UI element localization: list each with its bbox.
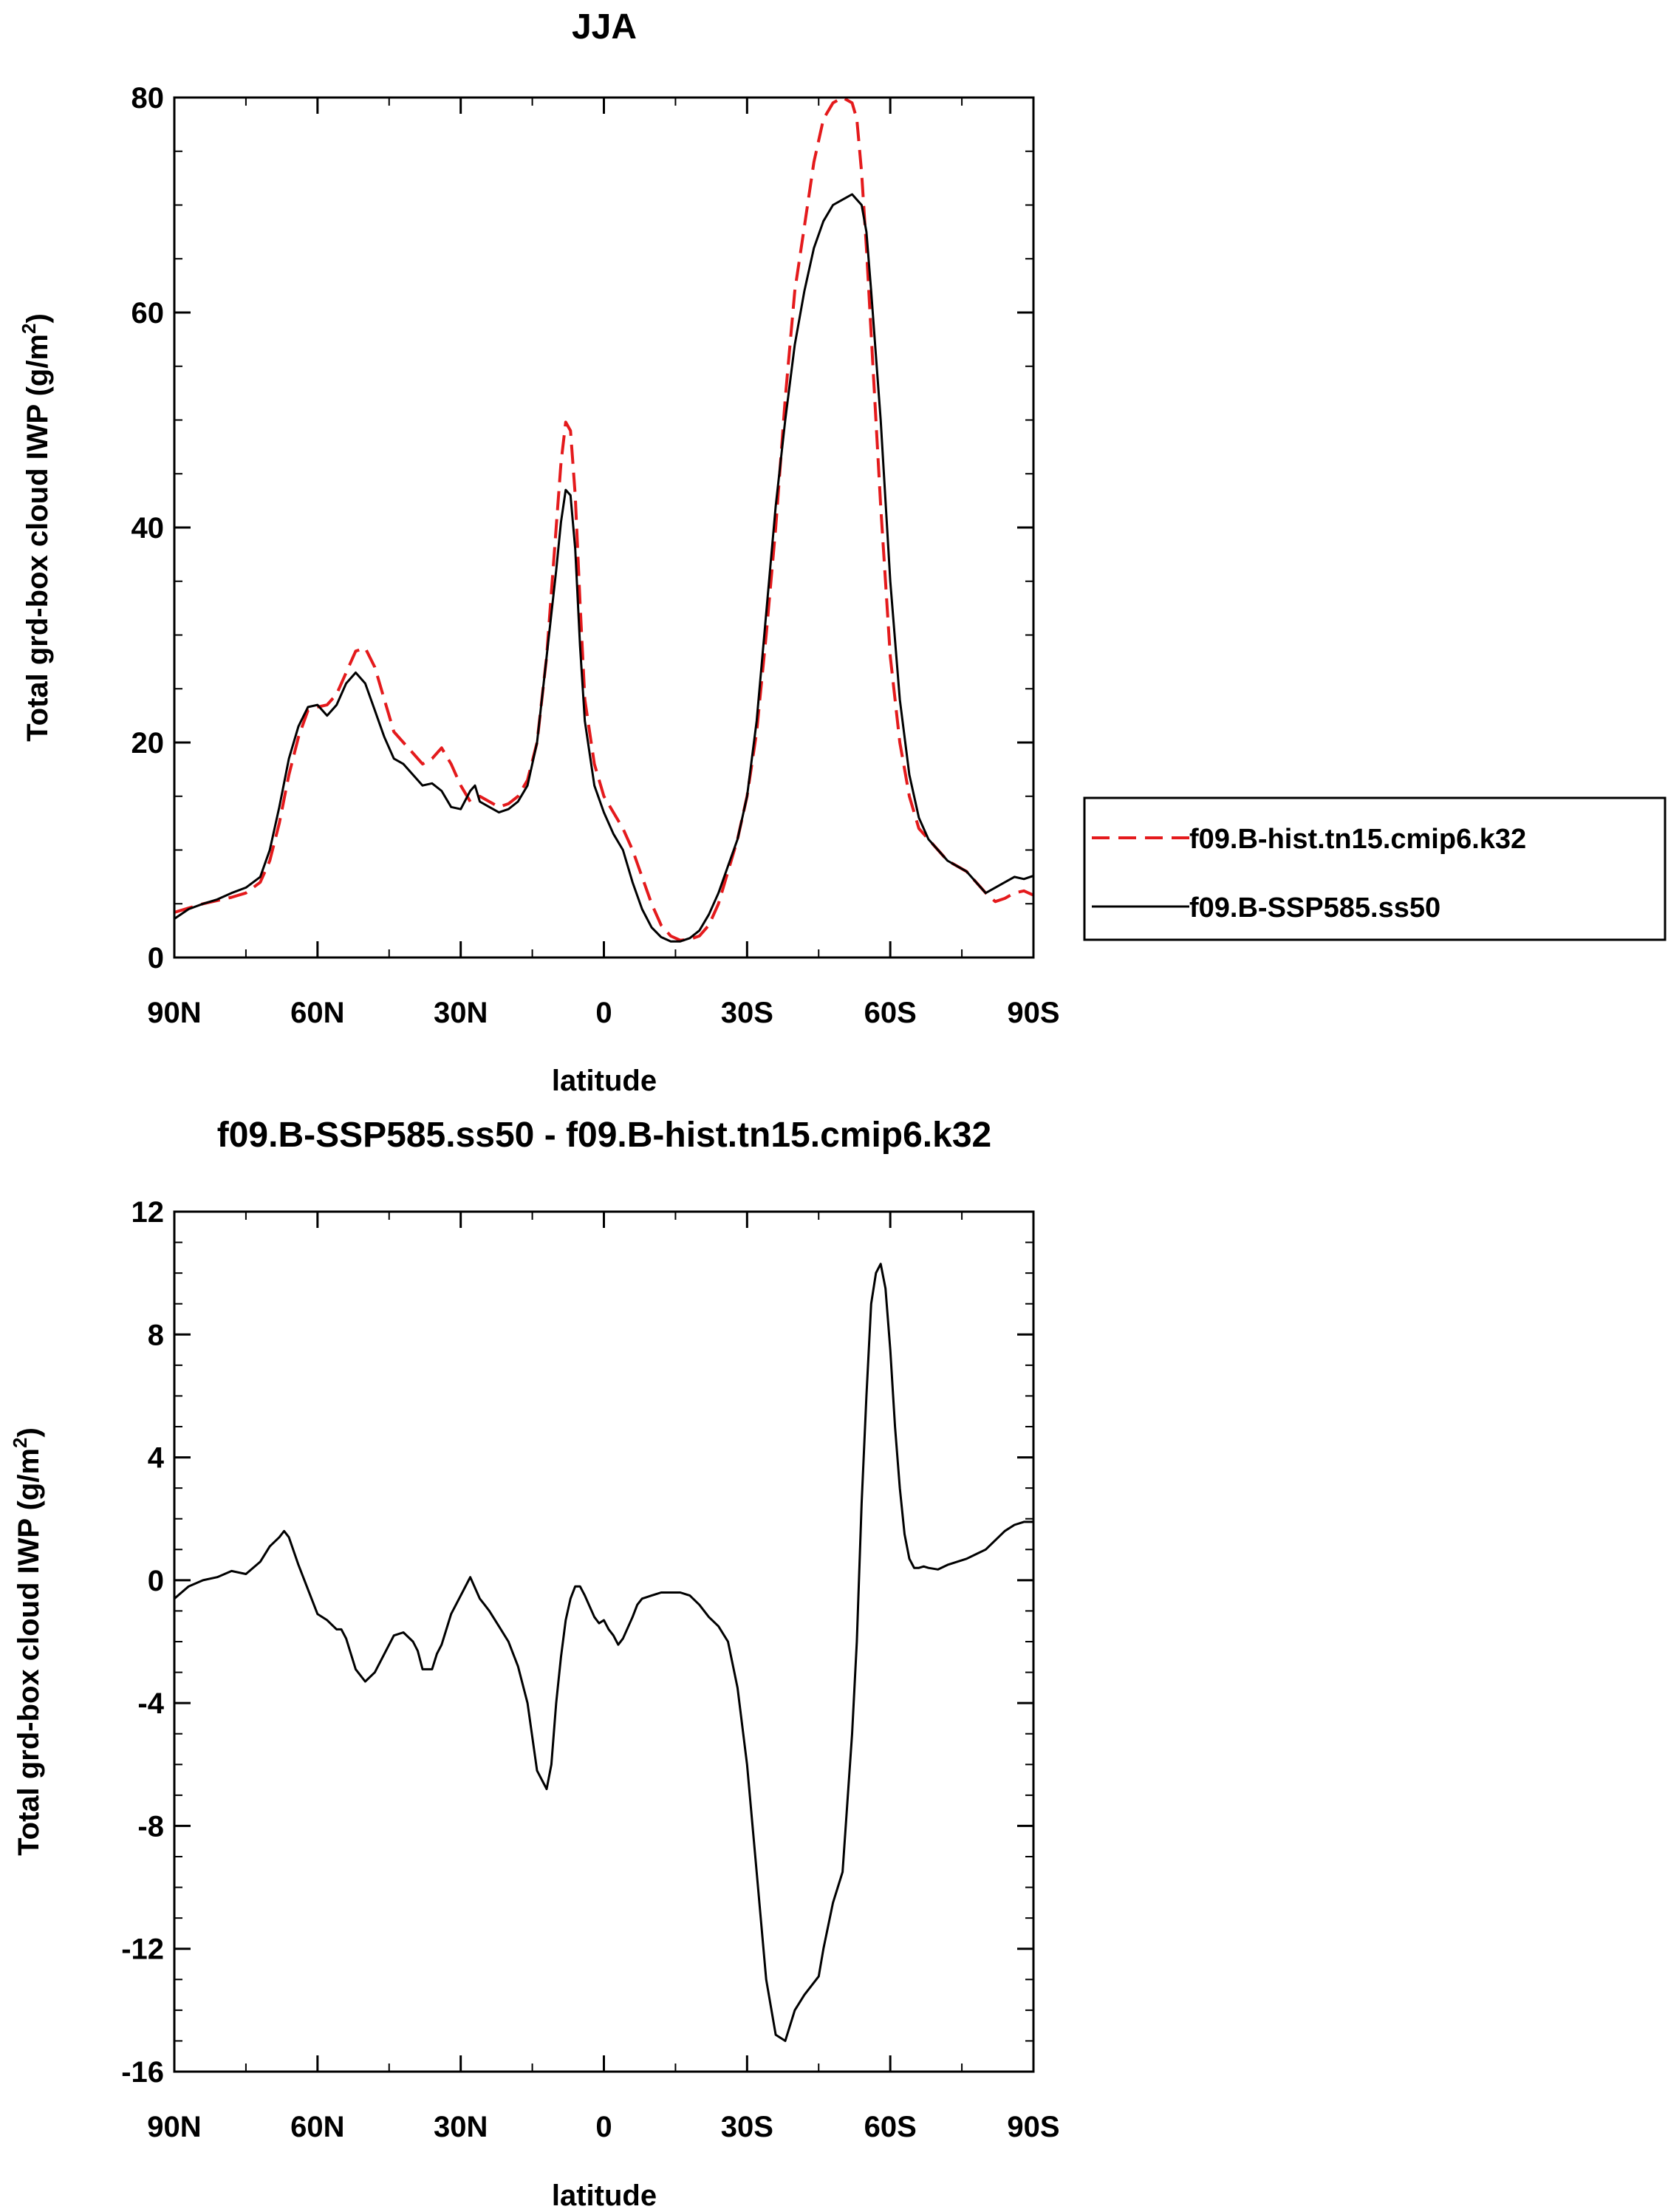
bot-series-line-0 bbox=[174, 1263, 1033, 2042]
bottom-y-axis-label: Total grd-box cloud IWP (g/m2) bbox=[9, 1427, 45, 1856]
top-x-axis-label: latitude bbox=[552, 1065, 657, 1097]
x-tick-label: 30S bbox=[721, 2111, 773, 2143]
top-y-axis-label: Total grd-box cloud IWP (g/m2) bbox=[18, 313, 54, 742]
top-series-layer bbox=[174, 96, 1034, 943]
bottom-plot-frame bbox=[173, 1210, 1035, 2073]
x-tick-label: 60S bbox=[864, 2111, 917, 2143]
bottom-y-tick-labels: -16 -12 -8 -4 0 4 8 12 bbox=[121, 1196, 165, 2089]
bottom-x-axis-label: latitude bbox=[552, 2179, 657, 2212]
bottom-chart-title: f09.B-SSP585.ss50 - f09.B-hist.tn15.cmip… bbox=[217, 1116, 991, 1155]
bottom-x-tick-labels: 90N 60N 30N 0 30S 60S 90S bbox=[147, 2111, 1059, 2143]
top-y-axis-label-close: ) bbox=[21, 313, 54, 323]
x-tick-label: 90S bbox=[1007, 2111, 1059, 2143]
y-tick-label: 0 bbox=[148, 942, 164, 974]
top-plot-frame bbox=[173, 96, 1035, 959]
x-tick-label: 30N bbox=[434, 2111, 488, 2143]
bottom-y-axis-label-main: Total grd-box cloud IWP (g/m bbox=[13, 1448, 45, 1856]
bottom-y-axis-label-close: ) bbox=[13, 1427, 45, 1437]
x-tick-label: 30S bbox=[721, 997, 773, 1029]
y-tick-label: 40 bbox=[131, 512, 165, 545]
bottom-series-layer bbox=[174, 1263, 1033, 2042]
legend-label-ssp585: f09.B-SSP585.ss50 bbox=[1189, 892, 1440, 924]
y-tick-label: 0 bbox=[148, 1565, 164, 1597]
top-tick-marks bbox=[173, 96, 1035, 959]
top-y-axis-label-main: Total grd-box cloud IWP (g/m bbox=[21, 334, 54, 742]
y-tick-label: 4 bbox=[148, 1442, 165, 1475]
legend-label-hist: f09.B-hist.tn15.cmip6.k32 bbox=[1189, 824, 1526, 855]
top-series-line-0 bbox=[174, 96, 1034, 942]
legend-box bbox=[1083, 796, 1667, 941]
top-chart-title: JJA bbox=[572, 7, 637, 47]
top-panel: JJA 0 20 40 60 80 90N 60N 30N 0 30S 60S 90S latitu… bbox=[18, 7, 1667, 1097]
x-tick-label: 60N bbox=[290, 2111, 344, 2143]
y-tick-label: 20 bbox=[131, 727, 165, 759]
y-tick-label: -12 bbox=[121, 1933, 164, 1966]
x-tick-label: 30N bbox=[434, 997, 488, 1029]
x-tick-label: 0 bbox=[595, 997, 612, 1029]
top-y-axis-label-sup: 2 bbox=[18, 324, 40, 334]
y-tick-label: 8 bbox=[148, 1319, 164, 1351]
x-tick-label: 90S bbox=[1007, 997, 1059, 1029]
top-y-tick-labels: 0 20 40 60 80 bbox=[131, 82, 165, 974]
x-tick-label: 60S bbox=[864, 997, 917, 1029]
y-tick-label: 60 bbox=[131, 297, 165, 330]
bottom-panel: f09.B-SSP585.ss50 - f09.B-hist.tn15.cmip… bbox=[9, 1116, 1060, 2212]
y-tick-label: -4 bbox=[137, 1687, 164, 1720]
x-tick-label: 0 bbox=[595, 2111, 612, 2143]
x-tick-label: 90N bbox=[147, 2111, 201, 2143]
top-series-line-1 bbox=[174, 193, 1034, 943]
y-tick-label: 80 bbox=[131, 82, 165, 115]
y-tick-label: -8 bbox=[137, 1810, 164, 1843]
x-tick-label: 90N bbox=[147, 997, 201, 1029]
legend: f09.B-hist.tn15.cmip6.k32 f09.B-SSP585.s… bbox=[1083, 796, 1667, 941]
top-x-tick-labels: 90N 60N 30N 0 30S 60S 90S bbox=[147, 997, 1059, 1029]
y-tick-label: 12 bbox=[131, 1196, 165, 1229]
x-tick-label: 60N bbox=[290, 997, 344, 1029]
bottom-tick-marks bbox=[173, 1210, 1035, 2073]
bottom-y-axis-label-sup: 2 bbox=[9, 1438, 31, 1448]
y-tick-label: -16 bbox=[121, 2056, 164, 2089]
